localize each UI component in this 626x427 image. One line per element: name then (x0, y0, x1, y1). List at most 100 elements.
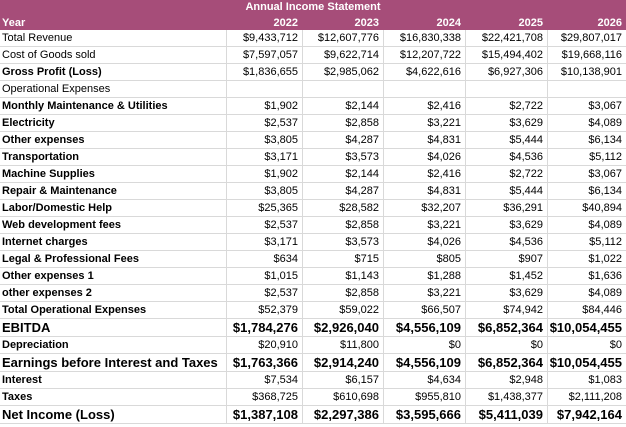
row-label: EBITDA (2, 320, 51, 335)
value-cell-2023: $4,287 (302, 132, 383, 148)
value-cell-2023: $2,858 (302, 115, 383, 131)
value-cell-2022: $1,902 (226, 98, 302, 114)
row-label: Transportation (2, 151, 80, 163)
value-cell-2025: $4,536 (465, 149, 547, 165)
value-cell-2025 (465, 81, 547, 97)
row-label: Interest (2, 374, 42, 386)
year-header-2023: 2023 (354, 17, 379, 29)
value-cell-2022: $20,910 (226, 337, 302, 353)
value-cell-2023: $6,157 (302, 372, 383, 388)
value-cell-2026: $40,894 (547, 200, 626, 216)
value-cell-2022: $1,902 (226, 166, 302, 182)
value-cell-2026: $6,134 (547, 132, 626, 148)
value-cell-2024: $3,221 (383, 285, 465, 301)
value-cell-2025: $5,444 (465, 183, 547, 199)
value-cell-2025: $6,927,306 (465, 64, 547, 80)
value-cell-2024: $0 (383, 337, 465, 353)
value-cell-2026: $0 (547, 337, 626, 353)
row-label: other expenses 2 (2, 287, 92, 299)
value-cell-2024: $4,556,109 (383, 319, 465, 336)
value-cell-2022: $1,763,366 (226, 354, 302, 371)
value-cell-2024: $3,221 (383, 217, 465, 233)
value-cell-2026: $1,636 (547, 268, 626, 284)
value-cell-2026: $4,089 (547, 115, 626, 131)
value-cell-2024: $2,416 (383, 166, 465, 182)
value-cell-2023: $2,914,240 (302, 354, 383, 371)
table-row: other expenses 2 $2,537 $2,858 $3,221 $3,629… (0, 285, 626, 302)
row-label: Earnings before Interest and Taxes (2, 355, 218, 370)
row-label: Taxes (2, 391, 33, 403)
value-cell-2026: $10,138,901 (547, 64, 626, 80)
value-cell-2024: $4,556,109 (383, 354, 465, 371)
value-cell-2024 (383, 81, 465, 97)
value-cell-2023: $2,858 (302, 217, 383, 233)
table-row: EBITDA $1,784,276 $2,926,040 $4,556,109 $6,8… (0, 319, 626, 337)
table-row: Legal & Professional Fees $634 $715 $805 $90… (0, 251, 626, 268)
value-cell-2026: $3,067 (547, 166, 626, 182)
value-cell-2023: $59,022 (302, 302, 383, 318)
row-label: Other expenses 1 (2, 270, 94, 282)
statement-header: Annual Income Statement Year 2022 2023 2… (0, 0, 626, 30)
value-cell-2025: $3,629 (465, 217, 547, 233)
row-label: Other expenses (2, 134, 85, 146)
value-cell-2024: $805 (383, 251, 465, 267)
year-header-2024: 2024 (436, 17, 461, 29)
value-cell-2025: $6,852,364 (465, 354, 547, 371)
table-row: Taxes $368,725 $610,698 $955,810 $1,438,377 $… (0, 389, 626, 406)
value-cell-2026: $3,067 (547, 98, 626, 114)
value-cell-2024: $4,026 (383, 234, 465, 250)
row-label: Net Income (Loss) (2, 407, 115, 422)
value-cell-2025: $2,722 (465, 166, 547, 182)
row-label: Legal & Professional Fees (2, 253, 139, 265)
row-label: Operational Expenses (2, 83, 111, 95)
row-label: Repair & Maintenance (2, 185, 117, 197)
value-cell-2022: $25,365 (226, 200, 302, 216)
value-cell-2022: $3,171 (226, 234, 302, 250)
value-cell-2025: $907 (465, 251, 547, 267)
value-cell-2022: $3,805 (226, 132, 302, 148)
table-row: Other expenses 1 $1,015 $1,143 $1,288 $1,452… (0, 268, 626, 285)
value-cell-2024: $955,810 (383, 389, 465, 405)
value-cell-2025: $6,852,364 (465, 319, 547, 336)
value-cell-2024: $4,622,616 (383, 64, 465, 80)
value-cell-2024: $4,831 (383, 132, 465, 148)
value-cell-2023: $715 (302, 251, 383, 267)
table-row: Other expenses $3,805 $4,287 $4,831 $5,444 $6… (0, 132, 626, 149)
value-cell-2022: $52,379 (226, 302, 302, 318)
value-cell-2025: $1,438,377 (465, 389, 547, 405)
row-label: Depreciation (2, 339, 69, 351)
value-cell-2022: $1,015 (226, 268, 302, 284)
value-cell-2023: $1,143 (302, 268, 383, 284)
value-cell-2025: $74,942 (465, 302, 547, 318)
table-row: Total Revenue $9,433,712 $12,607,776 $16,83… (0, 30, 626, 47)
value-cell-2023: $2,858 (302, 285, 383, 301)
value-cell-2022: $1,784,276 (226, 319, 302, 336)
value-cell-2026 (547, 81, 626, 97)
row-label: Monthly Maintenance & Utilities (2, 100, 168, 112)
value-cell-2026: $10,054,455 (547, 354, 626, 371)
value-cell-2023: $3,573 (302, 149, 383, 165)
value-cell-2022: $1,836,655 (226, 64, 302, 80)
value-cell-2024: $3,595,666 (383, 406, 465, 423)
value-cell-2025: $3,629 (465, 115, 547, 131)
year-header-row: Year 2022 2023 2024 2025 2026 (0, 14, 626, 30)
value-cell-2023: $2,144 (302, 166, 383, 182)
value-cell-2024: $1,288 (383, 268, 465, 284)
row-label: Machine Supplies (2, 168, 95, 180)
value-cell-2026: $2,111,208 (547, 389, 626, 405)
table-row: Monthly Maintenance & Utilities $1,902 $2,… (0, 98, 626, 115)
year-header-2022: 2022 (273, 17, 298, 29)
value-cell-2025: $2,948 (465, 372, 547, 388)
table-row: Interest $7,534 $6,157 $4,634 $2,948 $1,083 (0, 372, 626, 389)
value-cell-2025: $36,291 (465, 200, 547, 216)
value-cell-2025: $15,494,402 (465, 47, 547, 63)
value-cell-2024: $2,416 (383, 98, 465, 114)
value-cell-2025: $5,411,039 (465, 406, 547, 423)
value-cell-2026: $1,083 (547, 372, 626, 388)
value-cell-2022: $1,387,108 (226, 406, 302, 423)
value-cell-2023: $2,144 (302, 98, 383, 114)
value-cell-2026: $4,089 (547, 217, 626, 233)
table-row: Gross Profit (Loss) $1,836,655 $2,985,062 $… (0, 64, 626, 81)
row-label: Total Revenue (2, 32, 73, 44)
